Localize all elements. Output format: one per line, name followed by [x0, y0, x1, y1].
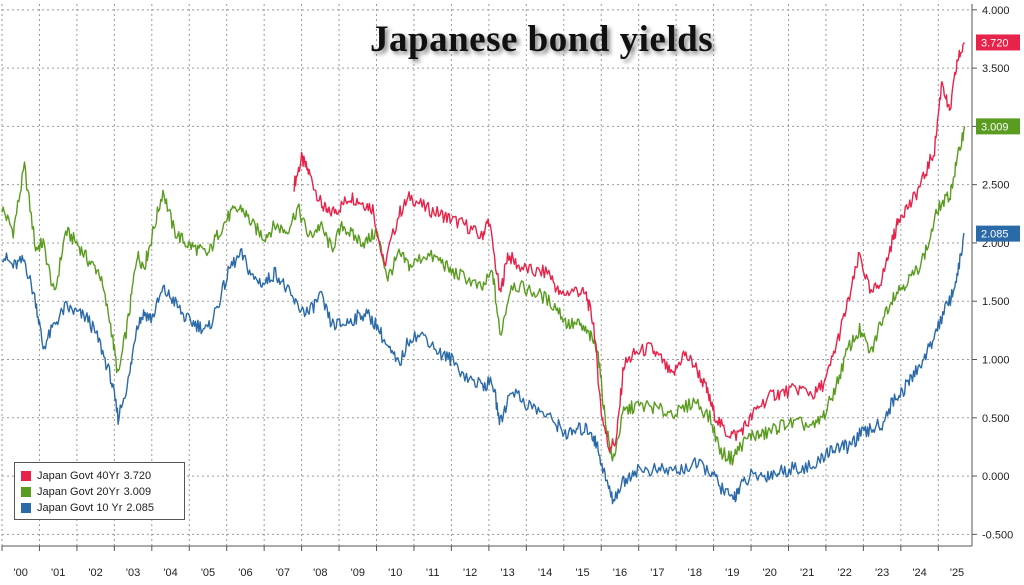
x-tick-label: '09 [351, 567, 365, 579]
last-value-tag-0 [976, 34, 1020, 51]
x-tick-label: '15 [575, 567, 589, 579]
x-tick-label: '05 [201, 567, 215, 579]
chart-title: Japanese bond yields [370, 19, 714, 60]
last-value-label-1: 3.009 [981, 121, 1009, 133]
series-line-1 [1, 126, 966, 466]
legend-swatch-40yr [21, 471, 31, 481]
legend-item-10yr[interactable]: Japan Govt 10 Yr 2.085 [21, 500, 178, 516]
series-line-2 [1, 232, 965, 505]
legend-value-20yr: 3.009 [123, 486, 152, 498]
legend-label-40yr: Japan Govt 40Yr [37, 470, 120, 482]
legend-value-40yr: 3.720 [123, 470, 152, 482]
x-tick-label: '10 [388, 567, 402, 579]
x-tick-label: '22 [837, 567, 851, 579]
x-tick-label: '23 [875, 567, 889, 579]
x-tick-label: '04 [163, 567, 177, 579]
legend-item-20yr[interactable]: Japan Govt 20Yr 3.009 [21, 484, 178, 500]
x-tick-label: '07 [276, 567, 290, 579]
legend-swatch-10yr [21, 503, 31, 513]
last-value-label-0: 3.720 [981, 37, 1009, 49]
x-tick-label: '21 [800, 567, 814, 579]
x-tick-label: '17 [650, 567, 664, 579]
y-tick-label: 0.500 [982, 413, 1010, 425]
last-value-tag-2 [976, 225, 1020, 242]
x-tick-label: '02 [88, 567, 102, 579]
x-tick-label: '16 [613, 567, 627, 579]
x-tick-label: '03 [126, 567, 140, 579]
last-value-label-2: 2.085 [981, 229, 1009, 241]
x-tick-label: '19 [725, 567, 739, 579]
x-tick-label: '13 [500, 567, 514, 579]
x-tick-label: '14 [538, 567, 552, 579]
x-tick-label: '01 [51, 567, 65, 579]
x-tick-label: '12 [463, 567, 477, 579]
legend-label-20yr: Japan Govt 20Yr [37, 486, 120, 498]
x-tick-label: '00 [14, 567, 28, 579]
y-tick-label: -0.500 [982, 529, 1013, 541]
x-tick-label: '18 [688, 567, 702, 579]
y-tick-label: 1.500 [982, 296, 1010, 308]
y-tick-label: 0.000 [982, 471, 1010, 483]
x-tick-label: '06 [238, 567, 252, 579]
series-line-0 [293, 42, 966, 453]
x-tick-label: '11 [426, 567, 440, 579]
x-tick-label: '08 [313, 567, 327, 579]
legend-swatch-20yr [21, 487, 31, 497]
y-tick-label: 3.500 [982, 63, 1010, 75]
legend-value-10yr: 2.085 [126, 502, 154, 514]
last-value-tag-1 [976, 118, 1020, 135]
y-tick-label: 2.500 [982, 180, 1010, 192]
legend: Japan Govt 40Yr 3.720 Japan Govt 20Yr 3.… [14, 462, 185, 520]
x-tick-label: '24 [912, 567, 926, 579]
y-tick-label: 1.000 [982, 355, 1010, 367]
y-tick-label: 4.000 [982, 5, 1010, 17]
x-tick-label: '25 [950, 567, 964, 579]
legend-item-40yr[interactable]: Japan Govt 40Yr 3.720 [21, 468, 178, 484]
legend-label-10yr: Japan Govt 10 Yr [37, 502, 123, 514]
x-tick-label: '20 [763, 567, 777, 579]
